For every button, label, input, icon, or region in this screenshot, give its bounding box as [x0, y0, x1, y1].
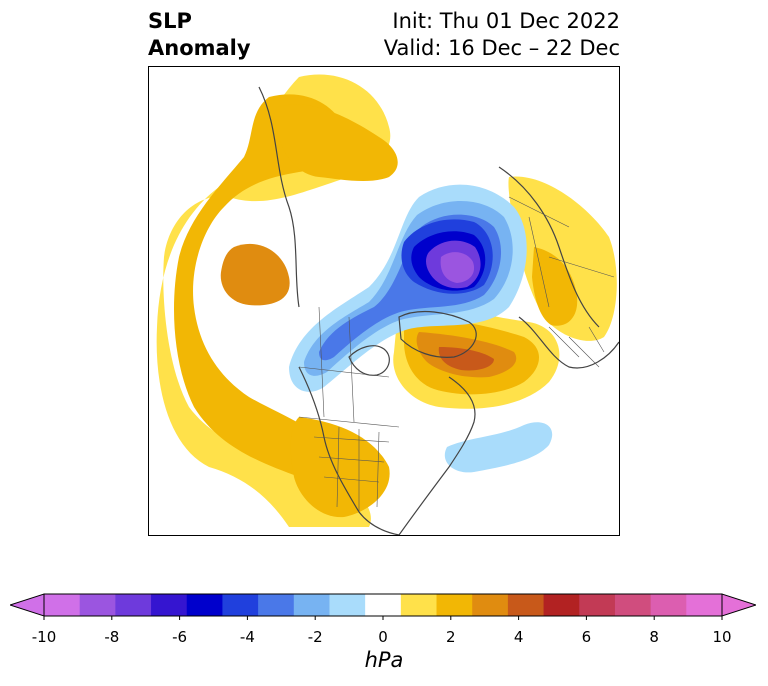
north-america-coastline	[298, 366, 400, 535]
anomaly-negative-atlantic	[444, 422, 553, 473]
hudson-bay-outline	[348, 345, 390, 376]
anomaly-positive-usa	[290, 417, 390, 518]
alaska-coastline	[258, 86, 300, 308]
colorbar-segment	[293, 594, 330, 616]
europe-coastline	[518, 316, 619, 369]
colorbar-tick-label: 4	[513, 628, 524, 646]
canada-provinces	[298, 306, 390, 423]
colorbar-segment	[79, 594, 116, 616]
map-title-dates: Init: Thu 01 Dec 2022 Valid: 16 Dec – 22…	[384, 8, 620, 62]
anomaly-map	[148, 66, 620, 536]
colorbar-segment	[115, 594, 152, 616]
colorbar-segment	[44, 594, 81, 616]
us-state-lines	[313, 426, 390, 512]
colorbar-tick-label: -10	[31, 628, 57, 646]
colorbar-segment	[151, 594, 188, 616]
colorbar	[10, 593, 756, 620]
title-variable-line2: Anomaly	[148, 36, 251, 60]
eurasia-coastline	[498, 166, 600, 328]
anomaly-positive-canada-arctic	[279, 104, 398, 182]
colorbar-segment	[329, 594, 366, 616]
colorbar-tick-label: -2	[307, 628, 323, 646]
colorbar-segment	[614, 594, 652, 616]
title-variable-line1: SLP	[148, 9, 192, 33]
colorbar-tick-label: -4	[239, 628, 255, 646]
anomaly-negative-peak	[440, 252, 475, 283]
colorbar-underflow-arrow	[10, 593, 45, 617]
political-borders	[298, 196, 615, 512]
colorbar-tick-label: -6	[172, 628, 188, 646]
colorbar-segments	[44, 594, 723, 616]
anomaly-map-svg	[156, 74, 619, 535]
russia-borders	[508, 196, 615, 308]
colorbar-segment	[365, 594, 402, 616]
anomaly-positive-pacific-core	[220, 243, 290, 306]
north-america-east-coast	[398, 376, 476, 535]
colorbar-segment	[579, 594, 616, 616]
colorbar-segment	[686, 594, 723, 616]
us-canada-border	[298, 416, 400, 428]
init-date-label: Init: Thu 01 Dec 2022	[392, 9, 620, 33]
colorbar-tick-label: 2	[446, 628, 456, 646]
colorbar-segment	[507, 594, 545, 616]
europe-borders	[548, 326, 605, 368]
colorbar-unit-label: hPa	[364, 648, 404, 672]
colorbar-segment	[436, 594, 473, 616]
colorbar-overflow-arrow	[721, 593, 756, 617]
map-title-variable: SLP Anomaly	[148, 8, 251, 62]
colorbar-tick-label: 6	[581, 628, 592, 646]
colorbar-tick-label: 8	[649, 628, 659, 646]
anomaly-positive-siberia-mid	[532, 247, 578, 326]
colorbar-segment	[186, 594, 223, 616]
valid-range-label: Valid: 16 Dec – 22 Dec	[383, 36, 620, 60]
colorbar-segment	[472, 594, 509, 616]
colorbar-tick-label: 0	[378, 628, 388, 646]
colorbar-segment	[650, 594, 687, 616]
coastlines	[258, 86, 619, 535]
anomaly-positive-atlantic-peak	[438, 347, 494, 371]
colorbar-ticks	[43, 616, 723, 620]
colorbar-tick-label: -8	[104, 628, 120, 646]
anomaly-positive-pacific-mid	[174, 94, 350, 481]
greenland-outline	[398, 311, 477, 358]
colorbar-segment	[400, 594, 438, 616]
colorbar-segment	[543, 594, 580, 616]
colorbar-segment	[258, 594, 295, 616]
colorbar-tick-label: 10	[712, 628, 732, 646]
colorbar-segment	[222, 594, 259, 616]
negative-anomaly-regions	[289, 184, 553, 473]
